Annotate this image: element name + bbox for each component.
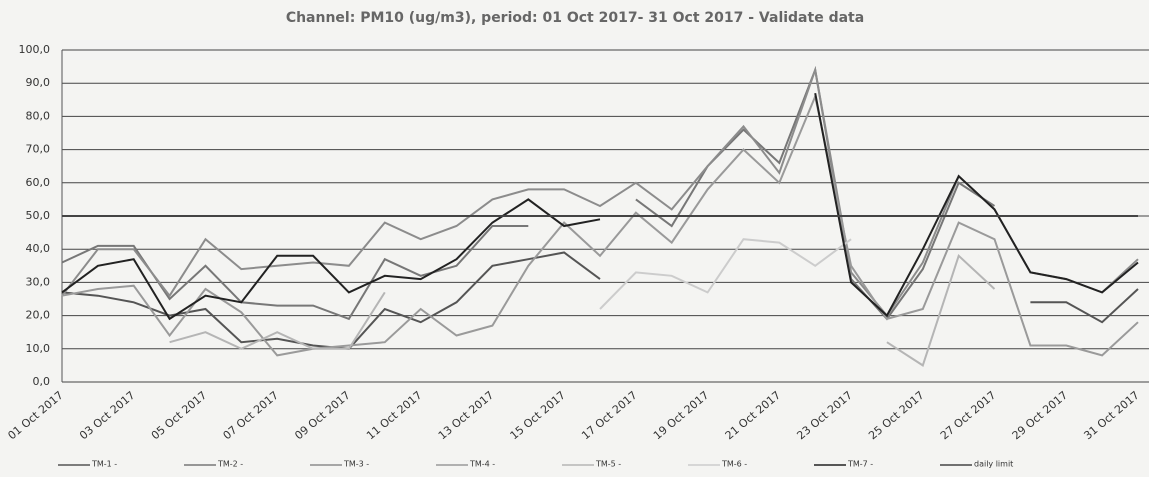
x-tick-label: 01 Oct 2017 [5,389,65,443]
y-tick-label: 60,0 [26,176,51,189]
y-tick-label: 30,0 [26,275,51,288]
series-line [61,93,1139,321]
legend-label: TM-7 - [847,460,873,469]
x-tick-label: 29 Oct 2017 [1010,389,1070,443]
series-line [169,254,996,367]
x-tick-label: 17 Oct 2017 [579,389,639,443]
legend-label: daily limit [974,460,1013,469]
y-tick-label: 10,0 [26,342,51,355]
y-tick-label: 50,0 [26,209,51,222]
y-tick-label: 70,0 [26,143,51,156]
x-tick-label: 03 Oct 2017 [77,389,137,443]
legend-label: TM-1 - [91,460,117,469]
y-tick-label: 90,0 [26,76,51,89]
x-tick-label: 11 Oct 2017 [364,389,424,443]
x-tick-label: 05 Oct 2017 [149,389,209,443]
legend-label: TM-6 - [721,460,747,469]
series-line [599,238,852,310]
x-tick-label: 07 Oct 2017 [221,389,281,443]
y-tick-label: 80,0 [26,109,51,122]
x-tick-label: 23 Oct 2017 [794,389,854,443]
y-tick-label: 0,0 [33,375,51,388]
series-line [61,93,1139,357]
x-tick-label: 09 Oct 2017 [292,389,352,443]
chart-title: Channel: PM10 (ug/m3), period: 01 Oct 20… [286,10,864,26]
y-tick-label: 40,0 [26,242,51,255]
x-tick-label: 21 Oct 2017 [723,389,783,443]
legend-label: TM-4 - [469,460,495,469]
x-tick-label: 13 Oct 2017 [436,389,496,443]
x-tick-label: 15 Oct 2017 [508,389,568,443]
series-line [61,66,996,321]
y-tick-label: 20,0 [26,309,51,322]
legend-label: TM-5 - [595,460,621,469]
x-tick-label: 27 Oct 2017 [938,389,998,443]
legend-label: TM-2 - [217,460,243,469]
x-tick-label: 19 Oct 2017 [651,389,711,443]
y-tick-label: 100,0 [19,43,51,56]
x-tick-label: 31 Oct 2017 [1081,389,1141,443]
legend-label: TM-3 - [343,460,369,469]
x-tick-label: 25 Oct 2017 [866,389,926,443]
